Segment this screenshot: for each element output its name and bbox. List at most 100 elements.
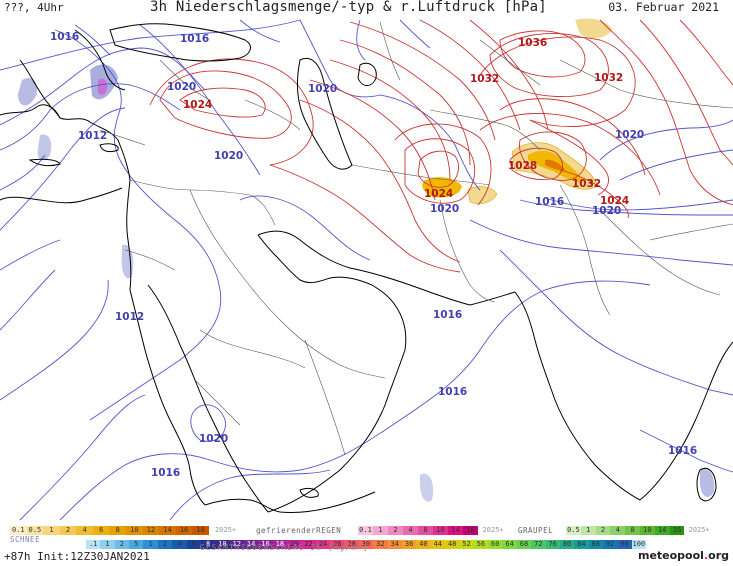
isobar-label: 1012 xyxy=(115,311,144,323)
coast-srilanka xyxy=(696,467,717,502)
total-step: 20 xyxy=(287,540,302,549)
isobar-label: 1016 xyxy=(151,467,180,479)
coast-oman xyxy=(371,284,407,351)
total-step: 1 xyxy=(100,540,115,549)
rain-area-afghan xyxy=(467,186,498,205)
isobar-label: 1028 xyxy=(508,160,537,172)
total-step: 92 xyxy=(602,540,618,549)
coast-aral xyxy=(357,62,377,86)
total-step: 18 xyxy=(272,540,288,549)
coast-caspian xyxy=(297,57,353,170)
total-step: 8 xyxy=(200,540,216,549)
total-step: 68 xyxy=(516,540,532,549)
pressure-labels: 1016 1016 1020 1024 1020 1012 1020 1036 … xyxy=(50,31,697,479)
total-step: 64 xyxy=(502,540,517,549)
rain-step: 4 xyxy=(76,526,93,535)
total-step: 56 xyxy=(473,540,489,549)
total-step: 2 xyxy=(157,540,173,549)
total-step: 24 xyxy=(315,540,331,549)
total-step: 76 xyxy=(545,540,560,549)
total-step: 5 xyxy=(129,540,144,549)
isobar-label: 1020 xyxy=(308,83,337,95)
isobar-label: 1012 xyxy=(78,130,107,142)
snow-area-greece xyxy=(18,77,38,106)
coast-india-west xyxy=(514,291,641,501)
graupel-step: 10 xyxy=(639,526,655,535)
total-step: 32 xyxy=(373,540,388,549)
isobar-label: 1032 xyxy=(572,178,601,190)
coast-bosporus xyxy=(74,29,126,91)
isobar-label: 1024 xyxy=(600,195,629,207)
rain-step: 12 xyxy=(142,526,160,535)
isobar-label: 1020 xyxy=(430,203,459,215)
graupel-label: GRAUPEL xyxy=(518,526,554,535)
freezing-step: 2 xyxy=(388,526,403,535)
isobar-label: 1024 xyxy=(183,99,212,111)
rain-step: 1 xyxy=(43,526,60,535)
rain-step: 18 xyxy=(192,526,209,535)
total-step: 16 xyxy=(258,540,273,549)
coast-black-sea xyxy=(109,23,251,62)
freezing-step: 8 xyxy=(418,526,433,535)
coast-socotra xyxy=(299,487,319,498)
total-step: 1 xyxy=(143,540,158,549)
total-step: 88 xyxy=(588,540,603,549)
coast-india-east xyxy=(639,341,733,501)
rain-step: 2025+ xyxy=(208,526,243,535)
isobar-label: 1020 xyxy=(592,205,621,217)
isobar-label: 1020 xyxy=(167,81,196,93)
graupel-step: 16 xyxy=(669,526,685,535)
total-step: 6 xyxy=(186,540,201,549)
total-step: 96 xyxy=(617,540,632,549)
freezing-rain-label: gefrierenderREGEN xyxy=(256,526,342,535)
isobar-label: 1016 xyxy=(438,386,467,398)
forecast-init: +87h Init:12Z30JAN2021 xyxy=(4,550,150,563)
rain-step: 14 xyxy=(159,526,176,535)
total-step: 100 xyxy=(631,540,647,549)
weather-map: 1016 1016 1020 1024 1020 1012 1020 1036 … xyxy=(0,18,733,521)
coast-aegean xyxy=(19,59,61,119)
total-step: 2 xyxy=(114,540,130,549)
coastlines xyxy=(0,23,733,514)
coast-pakistan xyxy=(469,291,516,306)
snow-area-srilanka xyxy=(700,468,715,497)
logo-main: meteopool xyxy=(637,549,704,562)
coast-mediterranean xyxy=(0,104,131,181)
graupel-step: 0.5 xyxy=(566,526,581,535)
rain-scale: 0.1 0.5 1 2 4 6 8 10 12 14 16 18 2025+ xyxy=(10,526,243,535)
borders xyxy=(99,21,733,456)
rain-area-tibet xyxy=(575,18,612,39)
isobar-label: 1016 xyxy=(180,33,209,45)
freezing-step: 14 xyxy=(448,526,463,535)
isobars-low xyxy=(0,19,733,521)
rain-step: 0.1 xyxy=(10,526,27,535)
freezing-step: 4 xyxy=(403,526,418,535)
isobar-label: 1020 xyxy=(199,433,228,445)
isobar-label: 1020 xyxy=(214,150,243,162)
total-step: 44 xyxy=(430,540,445,549)
mixed-area-balkans xyxy=(97,78,108,95)
coast-red-sea-east xyxy=(147,284,269,513)
total-precip-scale: .1 1 2 5 1 2 4 6 8 10 12 14 16 18 20 22 24 26 28 30 32 34 36 40… xyxy=(86,540,647,549)
total-step: 52 xyxy=(459,540,474,549)
total-step: 84 xyxy=(574,540,589,549)
meteopool-logo: meteopool.org xyxy=(638,549,729,562)
coast-red-sea-west xyxy=(129,289,206,506)
freezing-step: 10 xyxy=(433,526,448,535)
freezing-step: 2025+ xyxy=(478,526,508,535)
isobar-label: 1032 xyxy=(470,73,499,85)
isobar-label: 1016 xyxy=(50,31,79,43)
coast-crete xyxy=(28,158,61,167)
total-step: 36 xyxy=(401,540,417,549)
logo-tld: org xyxy=(708,549,729,562)
graupel-step: 2 xyxy=(595,526,611,535)
map-header: ???, 4Uhr 3h Niederschlagsmenge/-typ & r… xyxy=(0,0,733,18)
total-step: 48 xyxy=(444,540,460,549)
total-step: 10 xyxy=(215,540,230,549)
total-step: 72 xyxy=(531,540,546,549)
isobar-label: 1032 xyxy=(594,72,623,84)
freezing-rain-scale: 0.1 1 2 4 8 10 14 16 2025+ xyxy=(358,526,508,535)
coast-gulf-aden xyxy=(204,491,376,514)
total-step: 12 xyxy=(229,540,244,549)
coast-levant xyxy=(126,179,132,291)
